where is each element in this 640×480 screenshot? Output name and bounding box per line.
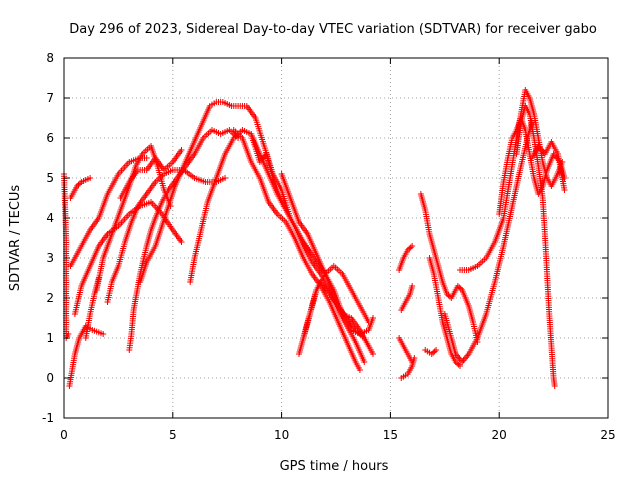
axis-ticks: -1 0 1 2 3 4 5 6 7 8 0 5 10 15 20 25 — [42, 51, 616, 442]
data-point — [445, 292, 452, 299]
data-point — [178, 239, 185, 245]
series-arc-20 — [398, 283, 416, 313]
x-tick-label: 25 — [600, 428, 615, 442]
data-point — [75, 181, 82, 188]
x-tick-label: 10 — [274, 428, 289, 442]
data-point — [456, 284, 463, 291]
data-point — [356, 367, 363, 373]
chart-title: Day 296 of 2023, Sidereal Day-to-day VTE… — [69, 22, 597, 37]
data-point — [454, 360, 461, 367]
x-tick-label: 5 — [169, 428, 177, 442]
x-tick-label: 20 — [492, 428, 507, 442]
y-tick-label: 6 — [46, 131, 54, 145]
data-point — [433, 347, 440, 353]
series-arc-29 — [528, 139, 568, 193]
y-axis-label: SDTVAR / TECUs — [8, 185, 23, 292]
y-tick-label: 5 — [46, 171, 54, 185]
data-point — [222, 175, 229, 181]
x-axis-label: GPS time / hours — [280, 459, 389, 474]
data-point — [430, 349, 437, 356]
y-tick-label: 8 — [46, 51, 54, 65]
data-point — [454, 283, 461, 289]
y-tick-label: 1 — [46, 331, 54, 345]
data-point — [407, 244, 414, 251]
y-tick-label: 3 — [46, 251, 54, 265]
data-point — [100, 331, 107, 337]
y-tick-label: 2 — [46, 291, 54, 305]
data-point — [365, 343, 372, 349]
x-tick-label: 0 — [60, 428, 68, 442]
series-arc-18 — [398, 355, 418, 381]
series-arc-28 — [513, 103, 558, 389]
series-arc-11 — [137, 99, 311, 285]
data-point — [76, 180, 83, 187]
series-arc-10 — [117, 147, 185, 201]
data-point — [409, 243, 416, 249]
data-point — [404, 247, 411, 253]
series-arc-03 — [67, 175, 94, 201]
data-point — [452, 359, 459, 365]
data-point — [143, 155, 150, 161]
series-arc-23 — [422, 347, 440, 357]
plot-frame — [63, 57, 609, 419]
series-arc-12 — [187, 127, 368, 365]
data-point — [409, 283, 416, 289]
y-tick-label: 7 — [46, 91, 54, 105]
data-point — [561, 187, 568, 193]
data-point — [455, 361, 462, 368]
data-point — [87, 175, 94, 181]
data-point — [406, 245, 413, 252]
series-arc-19 — [396, 335, 416, 365]
x-tick-label: 15 — [383, 428, 398, 442]
data-point — [457, 285, 464, 292]
data-point — [365, 319, 372, 325]
series-arc-01 — [66, 323, 107, 389]
data-point — [457, 363, 464, 369]
series-arc-15 — [278, 171, 376, 357]
series-arc-26 — [457, 87, 566, 273]
series-arc-25 — [441, 119, 535, 365]
data-points — [61, 87, 568, 389]
y-tick-label: -1 — [42, 411, 54, 425]
series-arc-17 — [296, 263, 372, 357]
data-point — [428, 351, 435, 357]
series-arc-21 — [396, 243, 416, 273]
data-point — [178, 147, 185, 153]
data-point — [551, 383, 558, 389]
data-point — [431, 348, 438, 355]
series-arc-13 — [230, 127, 363, 373]
data-point — [361, 359, 368, 365]
y-tick-label: 0 — [46, 371, 54, 385]
y-tick-label: 4 — [46, 211, 54, 225]
data-point — [369, 351, 376, 357]
data-point — [74, 183, 81, 189]
data-point — [65, 331, 72, 337]
data-point — [369, 315, 376, 321]
data-point — [409, 359, 416, 365]
data-point — [446, 293, 453, 300]
data-point — [443, 291, 450, 297]
